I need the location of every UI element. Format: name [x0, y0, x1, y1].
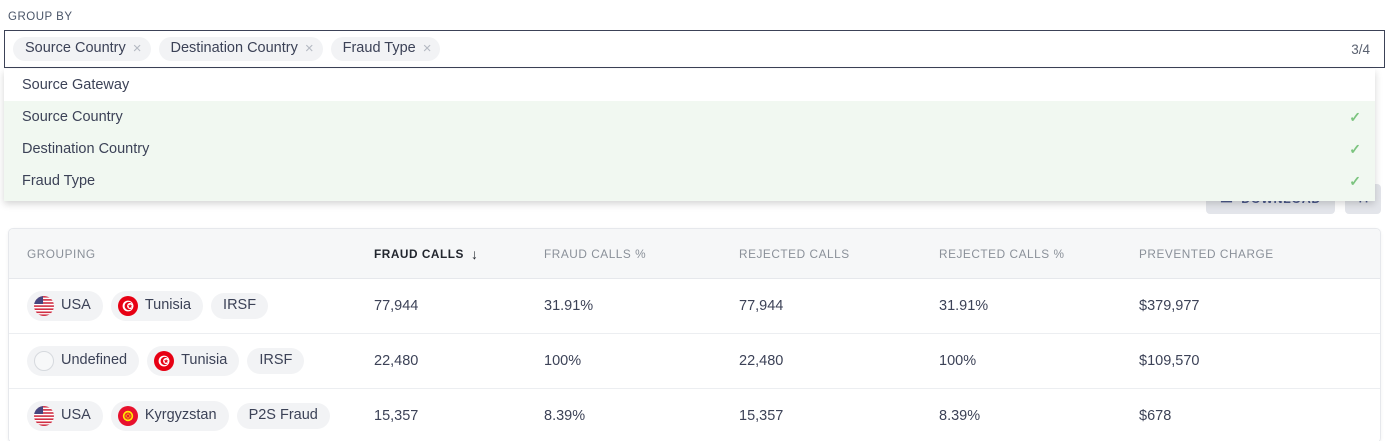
group-by-field[interactable]: Source Country × Destination Country × F… — [4, 30, 1385, 68]
group-by-chip-label: Source Country — [25, 40, 126, 57]
cell-fraud-calls-pct: 31.91% — [544, 298, 594, 314]
source-country-chip: USA — [27, 291, 103, 321]
dropdown-option-source-gateway[interactable]: Source Gateway — [4, 69, 1375, 101]
cell-prevented-charge: $109,570 — [1139, 353, 1200, 369]
cell-fraud-calls: 15,357 — [374, 408, 419, 424]
tunisia-flag-icon — [154, 351, 175, 371]
table-row[interactable]: USA Tunisia — [9, 279, 1380, 334]
grouping-chip-list: USA Tunisia — [27, 291, 269, 321]
fraud-type-chip: P2S Fraud — [236, 403, 330, 429]
column-header-label: PREVENTED CHARGE — [1139, 246, 1274, 261]
cell-prevented-charge: $379,977 — [1139, 298, 1200, 314]
selection-counter: 3/4 — [1351, 41, 1370, 57]
dropdown-option-source-country[interactable]: Source Country ✓ — [4, 101, 1375, 133]
table-row[interactable]: Undefined Tunisia — [9, 334, 1380, 389]
destination-country-label: Tunisia — [181, 352, 228, 369]
group-by-chip[interactable]: Destination Country × — [158, 37, 323, 61]
group-by-dropdown[interactable]: Source Gateway Source Country ✓ Destinat… — [4, 69, 1375, 201]
column-header-label: REJECTED CALLS — [739, 246, 850, 261]
remove-chip-icon[interactable]: × — [132, 40, 142, 57]
source-country-label: USA — [61, 297, 91, 314]
usa-flag-icon — [34, 296, 54, 316]
column-header-grouping[interactable]: GROUPING — [9, 247, 374, 261]
column-header-fraud-calls-pct[interactable]: FRAUD CALLS % — [544, 247, 739, 261]
source-country-label: Undefined — [61, 352, 128, 369]
column-header-prevented-charge[interactable]: PREVENTED CHARGE — [1139, 247, 1369, 261]
cell-grouping: USA Tunisia — [9, 291, 374, 321]
cell-rejected-calls: 22,480 — [739, 353, 784, 369]
destination-country-label: Tunisia — [144, 297, 192, 314]
table-row[interactable]: USA Kyrgyzstan — [9, 389, 1380, 441]
remove-chip-icon[interactable]: × — [304, 40, 314, 57]
column-header-rejected-calls[interactable]: REJECTED CALLS — [739, 247, 939, 261]
dropdown-option-destination-country[interactable]: Destination Country ✓ — [4, 133, 1375, 165]
check-icon: ✓ — [1349, 173, 1361, 189]
destination-country-chip: Tunisia — [110, 291, 204, 321]
cell-rejected-calls-pct: 31.91% — [939, 298, 989, 314]
check-icon: ✓ — [1349, 141, 1361, 157]
results-table: GROUPING FRAUD CALLS ↓ FRAUD CALLS % REJ… — [8, 228, 1381, 441]
cell-rejected-calls: 77,944 — [739, 298, 784, 314]
source-country-chip: USA — [27, 401, 103, 431]
table-header-row: GROUPING FRAUD CALLS ↓ FRAUD CALLS % REJ… — [9, 229, 1380, 279]
fraud-type-label: P2S Fraud — [248, 407, 318, 424]
destination-country-chip: Kyrgyzstan — [110, 401, 229, 431]
cell-grouping: Undefined Tunisia — [9, 346, 374, 376]
kyrgyzstan-flag-icon — [117, 406, 138, 426]
fraud-type-chip: IRSF — [211, 293, 269, 319]
group-by-chip[interactable]: Source Country × — [13, 37, 151, 61]
cell-rejected-calls-pct: 8.39% — [939, 408, 981, 424]
source-country-label: USA — [61, 407, 91, 424]
sort-descending-icon: ↓ — [470, 245, 479, 262]
cell-prevented-charge: $678 — [1139, 408, 1172, 424]
cell-rejected-calls: 15,357 — [739, 408, 784, 424]
column-header-rejected-calls-pct[interactable]: REJECTED CALLS % — [939, 247, 1139, 261]
column-header-label: FRAUD CALLS — [374, 246, 464, 261]
group-by-chip-label: Destination Country — [170, 40, 298, 57]
group-by-label: GROUP BY — [8, 11, 73, 23]
dropdown-bottom-padding — [4, 197, 1375, 201]
dropdown-option-label: Fraud Type — [22, 173, 96, 189]
column-header-fraud-calls[interactable]: FRAUD CALLS ↓ — [374, 247, 544, 261]
cell-fraud-calls-pct: 8.39% — [544, 408, 586, 424]
dropdown-option-label: Destination Country — [22, 141, 150, 157]
destination-country-label: Kyrgyzstan — [144, 407, 217, 424]
cell-fraud-calls-pct: 100% — [544, 353, 582, 369]
fraud-type-label: IRSF — [259, 352, 293, 369]
remove-chip-icon[interactable]: × — [422, 40, 432, 57]
fraud-type-chip: IRSF — [247, 348, 305, 374]
grouping-chip-list: Undefined Tunisia — [27, 346, 305, 376]
dropdown-option-label: Source Gateway — [22, 77, 130, 93]
cell-grouping: USA Kyrgyzstan — [9, 401, 374, 431]
dropdown-option-label: Source Country — [22, 109, 123, 125]
group-by-chip-label: Fraud Type — [342, 40, 416, 57]
column-header-label: GROUPING — [27, 246, 96, 261]
cell-fraud-calls: 77,944 — [374, 298, 419, 314]
column-header-label: REJECTED CALLS % — [939, 246, 1065, 261]
cell-rejected-calls-pct: 100% — [939, 353, 977, 369]
group-by-chip-list: Source Country × Destination Country × F… — [13, 37, 1351, 61]
check-icon: ✓ — [1349, 109, 1361, 125]
tunisia-flag-icon — [117, 296, 138, 316]
column-header-label: FRAUD CALLS % — [544, 246, 647, 261]
source-country-chip: Undefined — [27, 346, 140, 376]
undefined-flag-icon — [34, 351, 54, 371]
grouping-chip-list: USA Kyrgyzstan — [27, 401, 330, 431]
group-by-chip[interactable]: Fraud Type × — [330, 37, 441, 61]
cell-fraud-calls: 22,480 — [374, 353, 419, 369]
dropdown-option-fraud-type[interactable]: Fraud Type ✓ — [4, 165, 1375, 197]
destination-country-chip: Tunisia — [147, 346, 240, 376]
usa-flag-icon — [34, 406, 54, 426]
fraud-type-label: IRSF — [223, 297, 257, 314]
